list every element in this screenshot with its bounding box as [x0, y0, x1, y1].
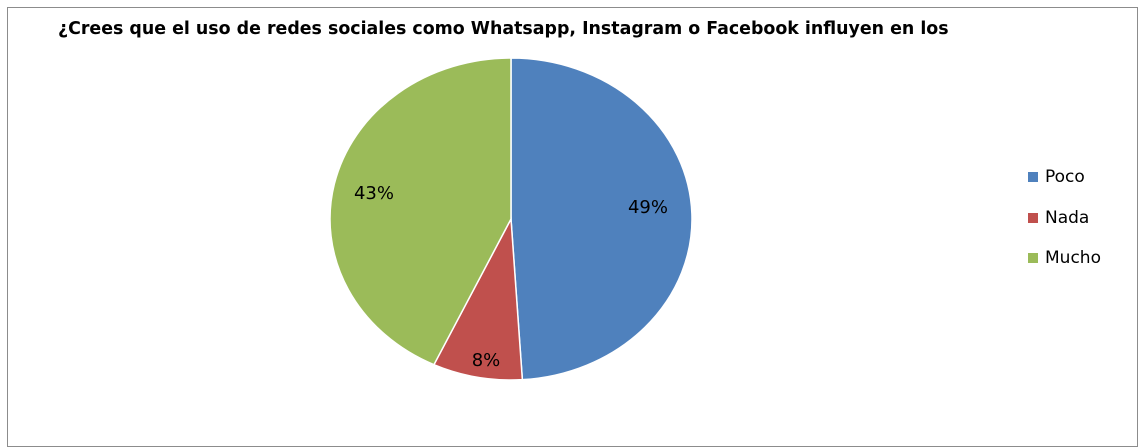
data-label-mucho: 43% [354, 183, 394, 204]
legend-label-nada: Nada [1045, 207, 1090, 228]
legend-item-poco: Poco [1028, 164, 1101, 190]
legend-swatch-nada [1028, 212, 1038, 223]
legend-item-nada: Nada [1028, 205, 1101, 231]
pie-slice-nada [432, 216, 524, 381]
chart-title: ¿Crees que el uso de redes sociales como… [58, 19, 949, 39]
pie-chart: 49% 8% 43% [329, 57, 693, 381]
legend-swatch-poco [1028, 172, 1038, 182]
legend-item-mucho: Mucho [1028, 245, 1101, 271]
legend: Poco Nada Mucho [1028, 164, 1101, 286]
pie-slice-poco [510, 57, 693, 381]
legend-label-poco: Poco [1045, 167, 1085, 187]
legend-label-mucho: Mucho [1045, 248, 1101, 268]
legend-swatch-mucho [1028, 253, 1038, 263]
data-label-poco: 49% [628, 197, 668, 218]
pie-slice-mucho [329, 57, 512, 366]
data-label-nada: 8% [472, 350, 501, 371]
